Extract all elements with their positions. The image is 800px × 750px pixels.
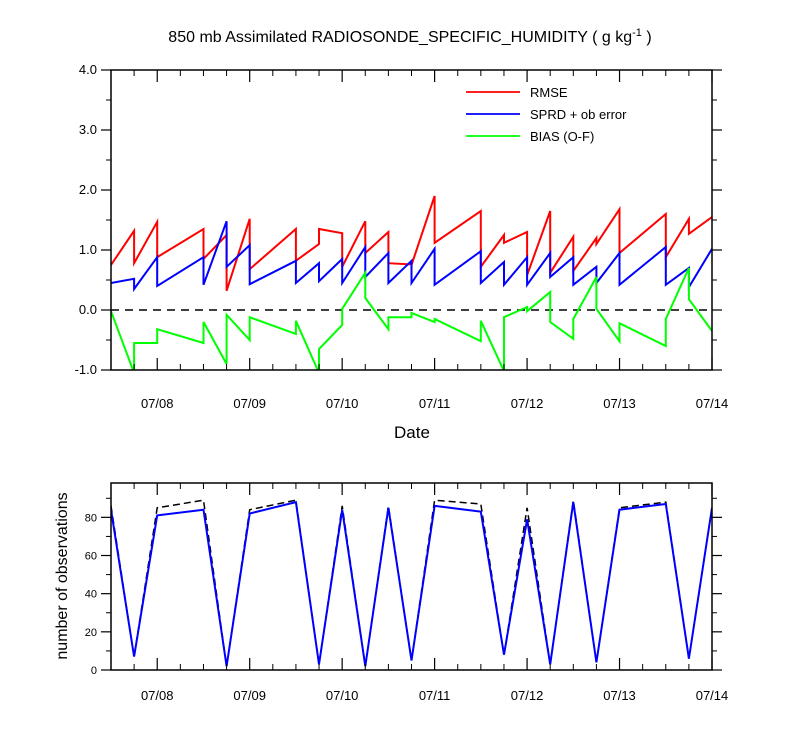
y-tick-label: 60: [85, 551, 97, 563]
top-x-tick-labels: 07/08 07/09 07/10 07/11 07/12 07/13 07/14: [141, 396, 728, 411]
chart-title: 850 mb Assimilated RADIOSONDE_SPECIFIC_H…: [168, 27, 651, 46]
bottom-x-tick-labels: 07/08 07/09 07/10 07/11 07/12 07/13 07/14: [141, 688, 728, 703]
x-tick-label: 07/14: [696, 396, 729, 411]
y-tick-label: 40: [85, 589, 97, 601]
top-series-group: [111, 195, 712, 370]
series-line-2: [111, 267, 712, 370]
series-line-1: [111, 500, 712, 667]
bottom-panel: 0 20 40 60 80 07/08 07/09 07/10 07/11 07/12 07/13…: [54, 482, 728, 703]
legend-label-0: RMSE: [530, 85, 568, 100]
x-axis-title: Date: [394, 423, 430, 442]
bottom-plot-frame: [110, 482, 713, 671]
x-tick-label: 07/13: [603, 396, 636, 411]
x-tick-label: 07/09: [233, 396, 266, 411]
x-tick-label: 07/12: [511, 688, 544, 703]
legend-label-2: BIAS (O-F): [530, 129, 594, 144]
y-tick-label: 0: [91, 665, 97, 677]
x-tick-label: 07/08: [141, 688, 174, 703]
x-tick-label: 07/10: [326, 688, 359, 703]
x-tick-label: 07/09: [233, 688, 266, 703]
x-tick-label: 07/13: [603, 688, 636, 703]
y-tick-label: 1.0: [79, 242, 97, 257]
y-tick-label: 0.0: [79, 302, 97, 317]
y-tick-label: 2.0: [79, 182, 97, 197]
x-tick-label: 07/08: [141, 396, 174, 411]
y-tick-label: 3.0: [79, 122, 97, 137]
top-y-tick-labels: -1.0 0.0 1.0 2.0 3.0 4.0: [75, 62, 97, 377]
y-axis-title: number of observations: [54, 492, 71, 659]
x-tick-label: 07/11: [419, 688, 451, 703]
y-tick-label: 4.0: [79, 62, 97, 77]
legend: RMSE SPRD + ob error BIAS (O-F): [466, 85, 627, 144]
x-tick-label: 07/10: [326, 396, 359, 411]
bottom-series-group: [111, 499, 712, 667]
top-panel: -1.0 0.0 1.0 2.0 3.0 4.0 07/08 07/09 07/10 07/11…: [75, 62, 729, 442]
y-tick-label: 20: [85, 627, 97, 639]
top-ticks: [101, 69, 722, 371]
x-tick-label: 07/14: [696, 688, 729, 703]
legend-label-1: SPRD + ob error: [530, 107, 627, 122]
x-tick-label: 07/11: [419, 396, 451, 411]
y-tick-label: 80: [85, 512, 97, 524]
bottom-y-tick-labels: 0 20 40 60 80: [85, 512, 97, 677]
y-tick-label: -1.0: [75, 362, 97, 377]
series-line-0: [111, 499, 712, 667]
x-tick-label: 07/12: [511, 396, 544, 411]
bottom-ticks: [101, 483, 722, 671]
